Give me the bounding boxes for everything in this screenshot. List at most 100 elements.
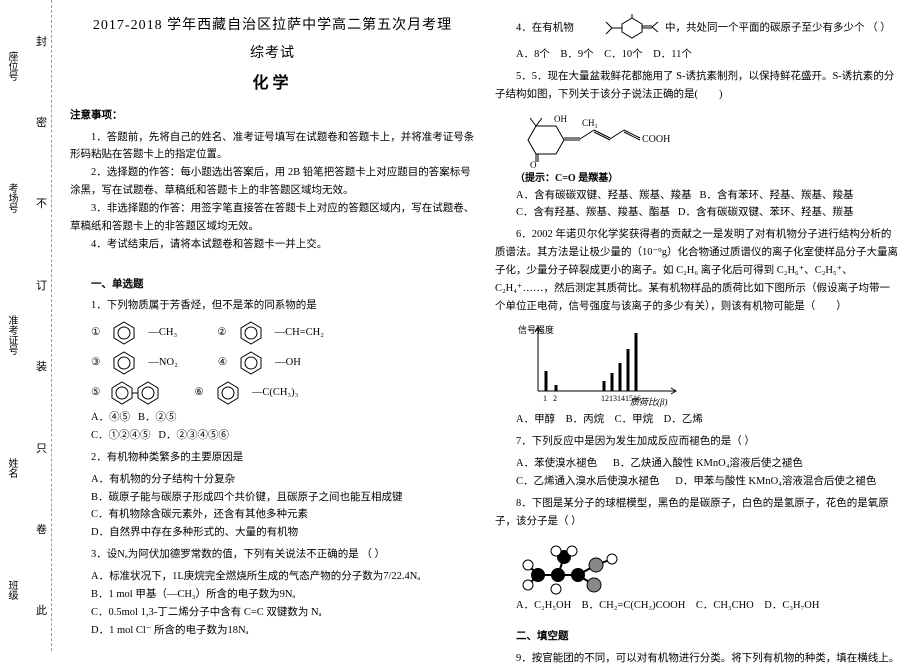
q5c: C．含有羟基、羰基、羧基、酯基 xyxy=(516,207,670,218)
benzene-icon xyxy=(214,379,242,407)
binding-label-name: 姓名 xyxy=(4,458,19,478)
benzene-icon xyxy=(110,319,138,347)
notice-3: 3．非选择题的作答：用签字笔直接答在答题卡上对应的答题区域内，写在试题卷、草稿纸… xyxy=(70,200,475,236)
section-a: 一、单选题 xyxy=(70,276,475,294)
q2-b: B．碳原子能与碳原子形成四个共价键，且碳原子之间也能互相成键 xyxy=(70,489,475,507)
subject: 化学 xyxy=(70,70,475,97)
binding-char-5: 不 xyxy=(36,195,47,211)
q1-optC: C．①②④⑤ D．②③④⑤⑥ xyxy=(70,427,475,445)
aba-molecule-icon: O OH CH₃ COOH xyxy=(516,108,686,168)
binding-strip: 座位号 考场号 准考证号 姓名 班级 封 密 不 订 装 只 卷 此 xyxy=(0,0,52,651)
q8-stem: 8．下图是某分子的球棍模型，黑色的是碳原子，白色的是氢原子，花色的是氧原子，该分… xyxy=(495,495,900,531)
q4-stem: 4．在有机物 xyxy=(516,22,574,33)
binding-left-col: 座位号 考场号 准考证号 姓名 班级 xyxy=(4,0,19,651)
q7a: A．苯使溴水褪色 xyxy=(516,458,597,469)
q1-n4: ④ xyxy=(218,354,227,372)
notice-4: 4．考试结束后，请将本试题卷和答题卡一并上交。 xyxy=(70,236,475,254)
svg-text:12: 12 xyxy=(601,394,609,403)
q1-stem: 1．下列物质属于芳香烃，但不是苯的同系物的是 xyxy=(70,297,475,315)
benzene-icon xyxy=(237,349,265,377)
q3-a: A．标准状况下，1L庚烷完全燃烧所生成的气态产物的分子数为7/22.4Nₐ xyxy=(70,568,475,586)
page-columns: 2017-2018 学年西藏自治区拉萨中学高二第五次月考理 综考试 化学 注意事… xyxy=(52,0,920,651)
notice-title: 注意事项： xyxy=(70,107,475,125)
binding-label-seat: 座位号 xyxy=(4,51,19,81)
q9-stem: 9．按官能团的不同，可以对有机物进行分类。将下列有机物的种类，填在横线上。 xyxy=(495,650,900,668)
q4a: A．8个 xyxy=(516,49,550,60)
q1-row3: ⑤ ⑥ —C(CH₃)₃ xyxy=(91,379,475,407)
svg-text:信号强度: 信号强度 xyxy=(518,324,554,335)
q6a: A．甲醇 xyxy=(516,414,555,425)
q6b: B．丙烷 xyxy=(566,414,605,425)
q1-r6: —C(CH₃)₃ xyxy=(252,384,298,402)
q4d: D．11个 xyxy=(653,49,692,60)
binding-char-2: 只 xyxy=(36,440,47,456)
title-line1: 2017-2018 学年西藏自治区拉萨中学高二第五次月考理 xyxy=(70,14,475,38)
q6-opts: A．甲醇 B．丙烷 C．甲烷 D．乙烯 xyxy=(495,411,900,429)
binding-right-col: 封 密 不 订 装 只 卷 此 xyxy=(36,0,47,651)
binding-char-4: 订 xyxy=(36,277,47,293)
binding-char-7: 封 xyxy=(36,33,47,49)
binding-char-3: 装 xyxy=(36,358,47,374)
q1-optA: A．④⑤ B．②⑤ xyxy=(70,409,475,427)
q2-c: C．有机物除含碳元素外，还含有其他多种元素 xyxy=(70,506,475,524)
q7b: B．乙炔通入酸性 KMnO₄溶液后使之褪色 xyxy=(613,458,803,469)
benzene-icon xyxy=(237,319,265,347)
q8d: D．C₃H₇OH xyxy=(764,600,819,611)
q5-stem: 5．5．现在大量盆栽鲜花都施用了 S-诱抗素制剂，以保持鲜花盛开。S-诱抗素的分… xyxy=(495,68,900,104)
binding-char-6: 密 xyxy=(36,114,47,130)
q1d: D．②③④⑤⑥ xyxy=(158,430,229,441)
q8-opts: A．C₂H₅OH B．CH₂=C(CH₃)COOH C．CH₃CHO D．C₃H… xyxy=(495,597,900,615)
q1-r2: —CH=CH₂ xyxy=(275,324,324,342)
q3-stem: 3．设Nₐ为阿伏加德罗常数的值，下列有关说法不正确的是 （ ） xyxy=(70,546,475,564)
q8-model xyxy=(516,535,900,595)
q1-row1: ① —CH₃ ② —CH=CH₂ xyxy=(91,319,475,347)
biphenyl-icon xyxy=(110,379,162,407)
right-column: 4．在有机物 中，共处同一个平面的碳原子至少有多少个 （ ） A．8个 B．9个… xyxy=(485,10,910,651)
binding-label-room: 考场号 xyxy=(4,183,19,213)
svg-text:O: O xyxy=(530,160,537,168)
svg-text:13: 13 xyxy=(609,394,617,403)
q5-note: （提示：C=O 是羰基） xyxy=(495,170,900,187)
notice-2: 2．选择题的作答：每小题选出答案后，用 2B 铅笔把答题卡上对应题目的答案标号涂… xyxy=(70,164,475,200)
q5-structure: O OH CH₃ COOH xyxy=(516,108,900,168)
q5-cd: C．含有羟基、羰基、羧基、酯基 D．含有碳碳双键、苯环、羟基、羰基 xyxy=(495,204,900,222)
q8a: A．C₂H₅OH xyxy=(516,600,571,611)
q5b: B．含有苯环、羟基、羰基、羧基 xyxy=(699,190,853,201)
left-column: 2017-2018 学年西藏自治区拉萨中学高二第五次月考理 综考试 化学 注意事… xyxy=(60,10,485,651)
q1-r3: —NO₂ xyxy=(148,354,177,372)
q4c: C．10个 xyxy=(604,49,643,60)
notice-1: 1．答题前，先将自己的姓名、准考证号填写在试题卷和答题卡上，并将准考证号条形码粘… xyxy=(70,129,475,165)
q5d: D．含有碳碳双键、苯环、羟基、羰基 xyxy=(678,207,854,218)
svg-text:14: 14 xyxy=(617,394,625,403)
q5a: A．含有碳碳双键、羟基、羰基、羧基 xyxy=(516,190,692,201)
q4-line: 4．在有机物 中，共处同一个平面的碳原子至少有多少个 （ ） xyxy=(495,14,900,42)
q7-stem: 7．下列反应中是因为发生加成反应而褪色的是（ ） xyxy=(495,433,900,451)
q2-stem: 2．有机物种类繁多的主要原因是 xyxy=(70,449,475,467)
q8c: C．CH₃CHO xyxy=(696,600,754,611)
q3-c: C．0.5mol 1,3-丁二烯分子中含有 C=C 双键数为 Nₐ xyxy=(70,604,475,622)
q1-r1: —CH₃ xyxy=(148,324,177,342)
mass-spec-chart-icon: 信号强度质荷比(β)121213141516 xyxy=(516,319,686,409)
q1a: A．④⑤ xyxy=(91,412,130,423)
binding-label-class: 班级 xyxy=(4,580,19,600)
q6d: D．乙烯 xyxy=(664,414,703,425)
title-line2: 综考试 xyxy=(70,42,475,66)
svg-text:COOH: COOH xyxy=(642,134,670,145)
q1-n3: ③ xyxy=(91,354,100,372)
q6c: C．甲烷 xyxy=(615,414,654,425)
q6-stem: 6．2002 年诺贝尔化学奖获得者的贡献之一是发明了对有机物分子进行结构分析的质… xyxy=(495,226,900,315)
q1c: C．①②④⑤ xyxy=(91,430,151,441)
q7-cd: C．乙烯通入溴水后使溴水褪色 D．甲苯与酸性 KMnO₄溶液混合后使之褪色 xyxy=(495,473,900,491)
svg-text:15: 15 xyxy=(625,394,633,403)
benzene-icon xyxy=(110,349,138,377)
q3-d: D．1 mol Cl⁻ 所含的电子数为18Nₐ xyxy=(70,622,475,640)
svg-text:1: 1 xyxy=(543,394,547,403)
q1b: B．②⑤ xyxy=(138,412,177,423)
ball-stick-icon xyxy=(516,535,636,595)
q1-n2: ② xyxy=(217,324,226,342)
q7d: D．甲苯与酸性 KMnO₄溶液混合后使之褪色 xyxy=(675,476,876,487)
svg-text:CH₃: CH₃ xyxy=(582,118,598,128)
q7-ab: A．苯使溴水褪色 B．乙炔通入酸性 KMnO₄溶液后使之褪色 xyxy=(495,455,900,473)
molecule-icon xyxy=(576,14,662,42)
section-b: 二、填空题 xyxy=(495,628,900,646)
